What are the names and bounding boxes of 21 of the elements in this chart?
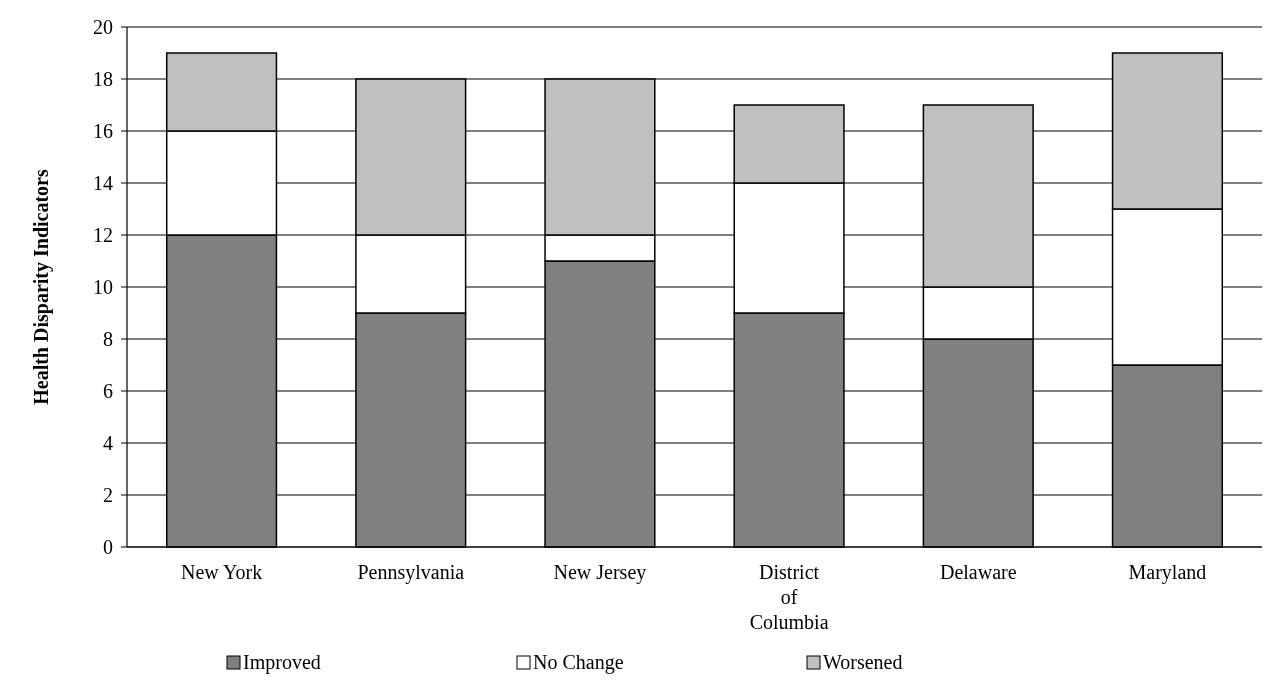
legend-label: No Change	[533, 651, 624, 674]
legend-label: Worsened	[823, 651, 903, 673]
y-tick-label: 6	[103, 380, 113, 402]
y-tick-label: 4	[103, 432, 113, 454]
legend-label: Improved	[243, 651, 321, 674]
x-tick-label: Pennsylvania	[357, 561, 465, 584]
y-tick-label: 16	[93, 120, 113, 142]
y-tick-label: 10	[93, 276, 113, 298]
x-tick-label: Maryland	[1128, 561, 1207, 584]
x-tick-label: Delaware	[939, 561, 1017, 583]
y-tick-label: 8	[103, 328, 113, 350]
y-tick-label: 20	[93, 16, 113, 38]
x-tick-label: New York	[181, 561, 263, 583]
y-tick-label: 14	[93, 172, 113, 194]
x-tick-label: District of Columbia	[749, 561, 829, 633]
y-tick-label: 2	[103, 484, 113, 506]
y-tick-label: 0	[103, 536, 113, 558]
y-tick-label: 18	[93, 68, 113, 90]
y-tick-label: 12	[93, 224, 113, 246]
y-axis-title: Health Disparity Indicators	[30, 169, 53, 405]
x-tick-label: New Jersey	[553, 561, 647, 584]
